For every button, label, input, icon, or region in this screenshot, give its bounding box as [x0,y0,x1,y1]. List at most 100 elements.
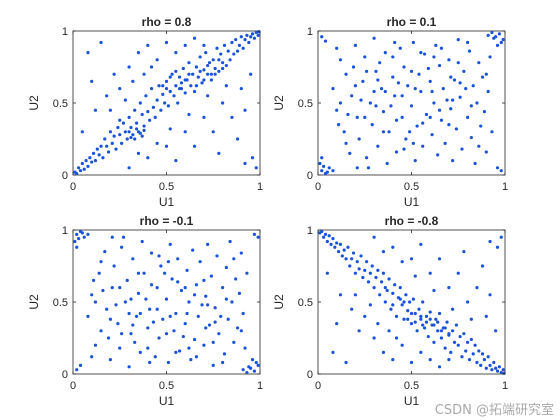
data-point [331,169,335,173]
data-point [477,144,481,148]
data-point [207,61,212,65]
data-point [234,38,238,42]
data-point [329,242,333,246]
subplot-title: rho = 0.8 [142,15,192,29]
data-point [204,51,208,55]
data-point [206,63,210,68]
data-point [181,66,185,71]
data-point [146,156,150,160]
data-point [350,94,354,98]
data-point [467,358,472,362]
data-point [189,84,193,88]
data-point [421,144,425,148]
data-point [168,314,172,318]
data-point [320,35,324,39]
data-point [164,87,169,91]
data-point [378,293,382,297]
data-point [400,343,404,347]
data-point [400,94,404,98]
data-point [471,84,475,88]
data-point [134,127,139,131]
data-point [149,87,154,91]
data-point [449,75,453,79]
data-point [155,141,159,145]
data-point [443,326,447,330]
y-axis-label: U2 [27,294,41,310]
subplot-1: 0 0.5 1 0 0.5 1 rho = 0.8 U1 U2 [27,15,263,209]
data-point [374,69,378,73]
data-point [213,306,217,310]
data-point [183,91,187,95]
y-tick-label: 0.5 [53,98,68,110]
data-point [454,323,458,327]
axes-box [317,229,506,375]
data-point [140,239,144,244]
data-point [447,123,451,127]
data-point [204,326,208,330]
y-tick-label: 0.5 [53,297,68,309]
data-point [93,108,98,112]
data-point [452,340,457,344]
data-point [97,271,101,275]
data-point [406,317,410,321]
x-tick-label: 0.5 [404,181,419,193]
data-point [452,78,457,82]
x-axis-label: U1 [159,195,175,209]
data-point [439,336,444,340]
data-point [121,235,126,239]
data-point [172,94,176,98]
data-point [387,130,391,134]
data-point [424,314,429,318]
data-point [353,271,357,275]
data-point [350,307,354,311]
data-point [198,260,202,264]
data-point [149,251,154,255]
data-point [378,61,382,65]
data-point [131,79,135,83]
data-point [78,229,83,234]
data-point [490,30,494,35]
data-point [192,293,197,297]
data-point [86,51,90,55]
data-point [138,101,142,105]
data-point [464,349,468,353]
data-point [447,58,451,62]
data-point [387,277,391,281]
data-point [391,303,395,307]
data-point [426,334,430,339]
data-point [469,135,473,140]
x-tick-label: 0.5 [404,380,419,392]
data-point [77,237,81,241]
data-point [149,283,154,287]
data-point [484,314,488,318]
data-point [177,75,182,79]
data-point [480,75,485,79]
data-point [475,360,479,365]
data-point [254,30,258,35]
data-point [172,329,176,333]
data-point [381,130,386,134]
data-point [393,40,397,45]
data-point [419,51,423,55]
data-point [249,72,253,76]
data-point [327,234,331,238]
data-point [488,55,492,59]
data-point [221,101,225,105]
data-point [447,286,451,290]
data-point [206,303,210,307]
data-point [464,87,468,91]
data-point [116,125,120,130]
data-point [204,294,208,298]
data-point [118,118,122,122]
data-point [484,150,488,154]
data-point [149,65,154,69]
data-point [221,61,225,65]
data-point [383,300,387,304]
data-point [449,350,453,354]
data-point [359,254,363,258]
data-point [368,101,372,105]
data-point [394,150,399,154]
data-point [159,264,163,268]
data-point [413,311,417,316]
